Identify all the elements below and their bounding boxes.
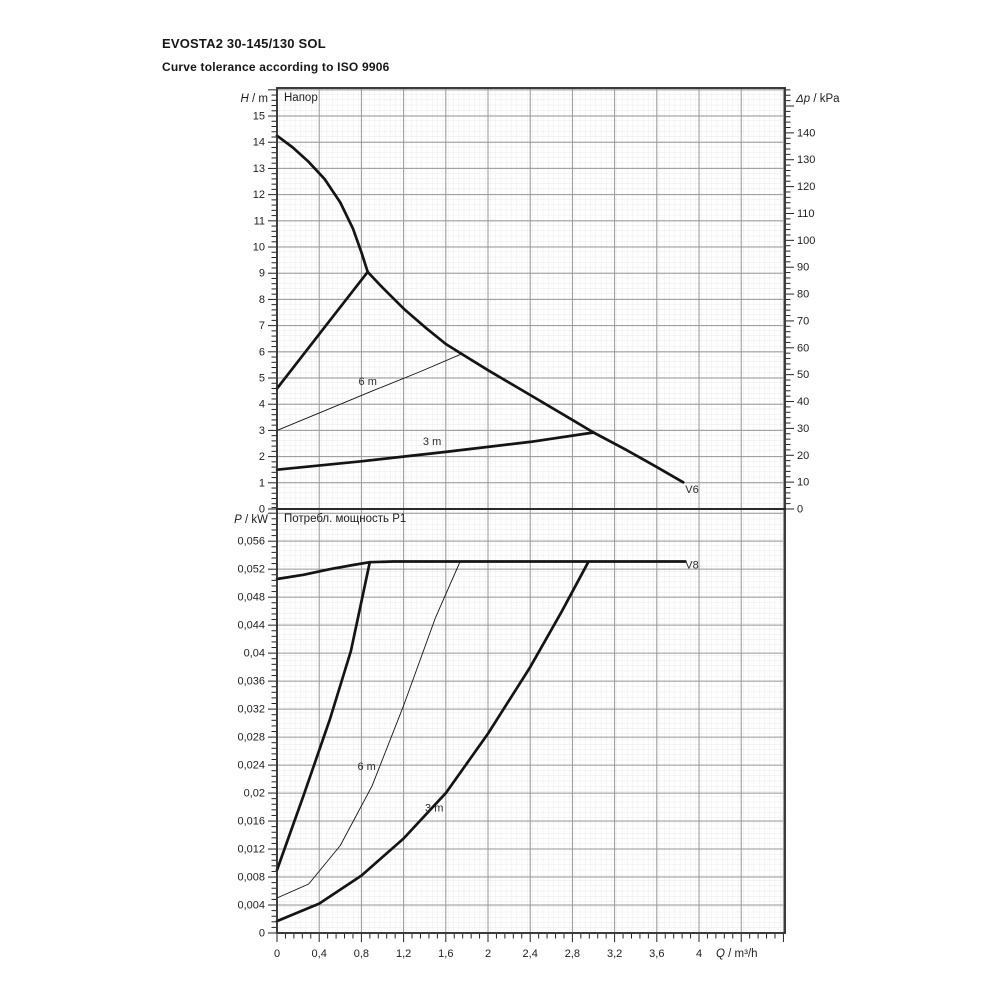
curve-max-speed-head-curve [275, 134, 685, 484]
left-axis-tick-label: 0,004 [237, 900, 265, 912]
x-axis-tick-label: 3,2 [607, 948, 622, 960]
left-axis-tick-label: 0,036 [237, 676, 265, 688]
left-axis-tick-label: 0,056 [237, 536, 265, 548]
x-axis-tick-label: 0 [274, 948, 280, 960]
right-axis-tick-label: 90 [797, 262, 809, 274]
x-axis-tick-label: 2 [485, 948, 491, 960]
left-axis-tick-label: 12 [253, 189, 265, 201]
x-axis-title: Q / m³/h [716, 948, 758, 960]
x-axis-tick-label: 0,8 [354, 948, 369, 960]
left-axis-tick-label: 15 [253, 111, 265, 123]
curve-setpoint-rise-curve [275, 270, 370, 390]
left-axis-tick-label: 2 [259, 451, 265, 463]
left-axis-tick-label: 9 [259, 268, 265, 280]
x-axis-tick-label: 3,6 [649, 948, 664, 960]
x-axis-tick-label: 2,4 [523, 948, 538, 960]
curve-label: 3 m [425, 802, 443, 814]
document-subtitle: Curve tolerance according to ISO 9906 [162, 60, 390, 74]
curve-power-curve-6m [276, 562, 460, 899]
left-axis-tick-label: 0 [259, 928, 265, 940]
right-axis-tick-label: 80 [797, 289, 809, 301]
left-axis-title: H / m [241, 93, 268, 105]
left-axis-tick-label: 13 [253, 163, 265, 175]
left-axis-tick-label: 0,044 [237, 620, 265, 632]
curve-label: 3 m [423, 436, 441, 448]
right-axis-tick-label: 100 [797, 235, 815, 247]
plot-area [277, 88, 785, 509]
left-axis-tick-label: 5 [259, 373, 265, 385]
left-axis-tick-label: 0,032 [237, 704, 265, 716]
x-axis-tick-label: 0,4 [312, 948, 327, 960]
chart-title: Напор [284, 92, 318, 104]
curve-head-curve-3m [275, 431, 595, 472]
right-axis-tick-label: 0 [797, 504, 803, 516]
right-axis-title: Δp / kPa [795, 93, 840, 105]
right-axis-tick-label: 60 [797, 342, 809, 354]
plot-area [277, 509, 785, 933]
curve-label: V8 [685, 559, 698, 571]
right-axis-tick-label: 30 [797, 423, 809, 435]
x-axis-tick-label: 4 [696, 948, 702, 960]
left-axis-tick-label: 1 [259, 477, 265, 489]
left-axis-tick-label: 0,008 [237, 872, 265, 884]
right-axis-tick-label: 140 [797, 127, 815, 139]
left-axis-tick-label: 3 [259, 425, 265, 437]
curve-head-curve-6m [276, 353, 463, 431]
x-axis-tick-label: 1,6 [438, 948, 453, 960]
left-axis-title: P / kW [234, 514, 268, 526]
chart-title: Потребл. мощность P1 [284, 513, 406, 525]
left-axis-tick-label: 0,02 [244, 788, 265, 800]
right-axis-tick-label: 40 [797, 396, 809, 408]
left-axis-tick-label: 0,028 [237, 732, 265, 744]
left-axis-tick-label: 0,04 [244, 648, 265, 660]
left-axis-tick-label: 10 [253, 242, 265, 254]
right-axis-tick-label: 110 [797, 208, 815, 220]
right-axis-tick-label: 70 [797, 315, 809, 327]
curve-label: 6 m [359, 376, 377, 388]
document-title: EVOSTA2 30-145/130 SOL [162, 36, 326, 51]
left-axis-tick-label: 0 [259, 504, 265, 516]
right-axis-tick-label: 20 [797, 450, 809, 462]
right-axis-tick-label: 50 [797, 369, 809, 381]
chart-power: 0 0,004 0,008 0,012 0,016 0,02 0,024 0,028 0,032… [234, 507, 786, 960]
left-axis-tick-label: 0,048 [237, 592, 265, 604]
left-axis-tick-label: 7 [259, 320, 265, 332]
left-axis-tick-label: 6 [259, 346, 265, 358]
curve-label: 6 m [358, 761, 376, 773]
right-axis-tick-label: 120 [797, 181, 815, 193]
left-axis-tick-label: 8 [259, 294, 265, 306]
left-axis-tick-label: 0,052 [237, 564, 265, 576]
curve-power-curve-3m [275, 560, 590, 923]
curve-label: V6 [685, 484, 698, 496]
left-axis-tick-label: 14 [253, 137, 265, 149]
left-axis-tick-label: 11 [254, 215, 265, 227]
x-axis-tick-label: 2,8 [565, 948, 580, 960]
curve-setpoint-rise-power-curve [275, 560, 372, 872]
left-axis-tick-label: 4 [259, 399, 265, 411]
right-axis-tick-label: 130 [797, 154, 815, 166]
plot-border [276, 508, 786, 934]
left-axis-tick-label: 0,012 [237, 844, 265, 856]
left-axis-tick-label: 0,016 [237, 816, 265, 828]
left-axis-tick-label: 0,024 [237, 760, 265, 772]
right-axis-tick-label: 10 [797, 477, 809, 489]
x-axis-tick-label: 1,2 [396, 948, 411, 960]
